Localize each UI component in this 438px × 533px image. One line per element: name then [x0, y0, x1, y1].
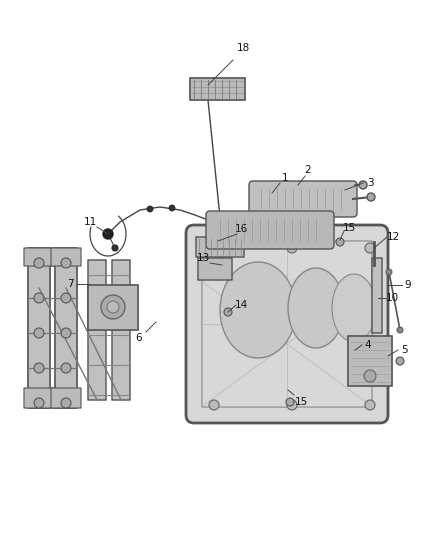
Circle shape [359, 181, 367, 189]
Circle shape [287, 243, 297, 253]
Circle shape [103, 229, 113, 239]
Circle shape [386, 269, 392, 275]
Circle shape [365, 243, 375, 253]
Text: 2: 2 [305, 165, 311, 175]
FancyBboxPatch shape [348, 336, 392, 386]
FancyBboxPatch shape [372, 258, 382, 333]
Circle shape [34, 328, 44, 338]
Circle shape [61, 293, 71, 303]
Circle shape [365, 400, 375, 410]
Circle shape [396, 357, 404, 365]
Circle shape [61, 398, 71, 408]
FancyBboxPatch shape [24, 248, 54, 266]
Text: 15: 15 [343, 223, 356, 233]
Text: 1: 1 [282, 173, 288, 183]
FancyBboxPatch shape [28, 248, 50, 408]
Circle shape [286, 398, 294, 406]
FancyBboxPatch shape [51, 248, 81, 266]
Circle shape [34, 363, 44, 373]
FancyBboxPatch shape [51, 388, 81, 408]
Text: 12: 12 [386, 232, 399, 242]
Circle shape [112, 245, 118, 251]
FancyBboxPatch shape [88, 260, 106, 400]
Ellipse shape [288, 268, 344, 348]
Text: 13: 13 [196, 253, 210, 263]
Circle shape [209, 243, 219, 253]
Circle shape [367, 193, 375, 201]
Circle shape [101, 295, 125, 319]
Text: 4: 4 [365, 340, 371, 350]
FancyBboxPatch shape [190, 78, 245, 100]
FancyBboxPatch shape [112, 260, 130, 400]
Circle shape [364, 370, 376, 382]
FancyBboxPatch shape [88, 285, 138, 330]
FancyBboxPatch shape [206, 211, 334, 249]
Text: 15: 15 [294, 397, 307, 407]
Circle shape [147, 206, 153, 212]
Circle shape [169, 205, 175, 211]
Text: 3: 3 [367, 178, 373, 188]
Text: 9: 9 [405, 280, 411, 290]
Circle shape [61, 258, 71, 268]
FancyBboxPatch shape [198, 258, 232, 280]
FancyBboxPatch shape [196, 237, 244, 257]
Circle shape [107, 301, 119, 313]
Ellipse shape [332, 274, 376, 342]
Text: 11: 11 [83, 217, 97, 227]
Circle shape [397, 327, 403, 333]
FancyBboxPatch shape [55, 248, 77, 408]
Circle shape [34, 258, 44, 268]
Text: 10: 10 [385, 293, 399, 303]
FancyBboxPatch shape [249, 181, 357, 217]
Circle shape [209, 400, 219, 410]
Circle shape [61, 363, 71, 373]
Text: 5: 5 [401, 345, 407, 355]
Circle shape [336, 238, 344, 246]
Ellipse shape [220, 262, 296, 358]
Text: 7: 7 [67, 279, 73, 289]
Circle shape [287, 400, 297, 410]
Circle shape [61, 328, 71, 338]
FancyBboxPatch shape [186, 225, 388, 423]
Circle shape [34, 398, 44, 408]
Text: 16: 16 [234, 224, 247, 234]
Text: 14: 14 [234, 300, 247, 310]
Text: 18: 18 [237, 43, 250, 53]
Text: 6: 6 [136, 333, 142, 343]
FancyBboxPatch shape [24, 388, 54, 408]
Circle shape [34, 293, 44, 303]
Circle shape [224, 308, 232, 316]
